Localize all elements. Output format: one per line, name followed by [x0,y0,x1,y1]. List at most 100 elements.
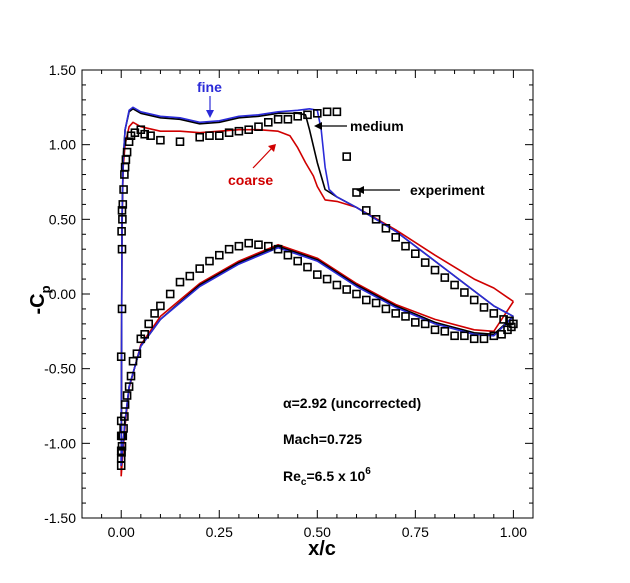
condition-reynolds: Rec=6.5 x 106 [283,466,371,488]
axis-ticks [82,69,534,519]
experiment-point [430,265,440,275]
experiment-point [303,262,312,272]
annotation-coarse-arrow [252,147,273,169]
experiment-point [303,110,312,120]
experiment-point [499,315,508,324]
y-tick-label: 1.50 [49,62,76,78]
annotation-experiment-label: experiment [410,182,485,198]
re-sub: c [301,477,307,488]
experiment-point [117,227,126,236]
experiment-point [371,215,381,224]
experiment-point [117,441,127,451]
re-exp: 6 [365,466,371,477]
experiment-point [117,447,126,457]
experiment-point [140,129,149,139]
experiment-point [117,304,127,314]
experiment-point [116,416,126,426]
experiment-point [497,329,506,339]
experiment-point [410,318,420,327]
experiment-point [126,371,136,381]
experiment-point [283,115,293,124]
series-lines [120,106,515,477]
annotation-experiment: experiment [356,182,485,198]
experiment-point [146,131,155,140]
condition-mach: Mach=0.725 [283,431,362,447]
experiment-point [224,244,234,254]
series-fine-upper-line [120,106,514,466]
experiment-point [469,334,479,344]
experiment-point [122,391,132,400]
experiment-point [273,244,283,254]
experiment-point [430,325,440,335]
experiment-point [332,107,342,117]
experiment-point [156,135,165,145]
plot-frame [81,69,534,519]
x-tick-label: 0.50 [304,524,331,540]
annotation-medium-label: medium [350,118,404,134]
experiment-point [224,128,234,137]
y-tick-label: -1.50 [44,510,76,526]
experiment-point [460,331,469,341]
experiment-point [254,240,263,249]
y-tick-label: -0.50 [44,361,76,377]
experiment-point [119,185,128,194]
experiment-point [124,382,134,391]
experiment-point [244,238,253,248]
experiment-point [117,244,127,254]
experiment-point [479,303,489,312]
experiment-point [381,304,391,314]
series-fine-lower-line [120,246,514,466]
experiment-point [401,312,410,321]
y-tick-label: 1.00 [49,137,76,153]
experiment-point [381,224,391,233]
experiment-point [273,115,283,124]
experiment-point [503,325,512,335]
experiment-point [342,285,352,294]
experiment-point [234,126,244,136]
experiment-point [371,298,381,308]
experiment-point [124,137,134,146]
experiment-point [322,274,332,284]
re-base: Re [283,468,301,484]
experiment-point [361,295,371,305]
experiment-point [136,334,146,344]
experiment-point [120,170,129,179]
experiment-point [420,258,430,267]
annotation-coarse: coarse [228,144,276,188]
experiment-point [489,331,499,341]
experiment-point [128,356,138,366]
experiment-point [215,250,224,260]
annotation-coarse-arrowhead [268,144,276,152]
experiment-point [293,112,303,121]
experiment-point [150,309,159,318]
experiment-point [450,331,459,341]
y-axis-title-main: -C [27,293,49,314]
y-tick-label: 0.50 [49,211,76,227]
experiment-point [263,118,273,127]
experiment-point [489,309,499,318]
experiment-point [254,122,263,131]
tick-labels: 0.00 0.25 0.50 0.75 1.00 1.50 1.00 0.50 0.00 -0.5… [44,62,527,540]
experiment-point [312,109,322,118]
experiment-point [450,280,459,290]
experiment-point [283,250,293,260]
experiment-point [118,200,128,209]
experiment-point [391,309,401,318]
y-axis-title: -Cp [27,285,53,314]
x-tick-label: 1.00 [500,524,527,540]
experiment-point [156,301,165,311]
experiment-point [391,233,401,242]
experiment-point [322,107,332,117]
experiment-point [460,288,469,297]
x-tick-label: 0.75 [402,524,429,540]
experiment-point [195,132,204,142]
experiment-point [117,206,127,215]
experiment-point [215,131,224,140]
annotation-fine-label: fine [197,79,222,95]
y-axis-title-sub: p [38,285,53,293]
experiment-point [361,206,371,215]
y-tick-label: -1.00 [44,435,76,451]
experiment-point [440,326,450,336]
experiment-point [352,289,361,299]
experiment-point [144,319,153,329]
